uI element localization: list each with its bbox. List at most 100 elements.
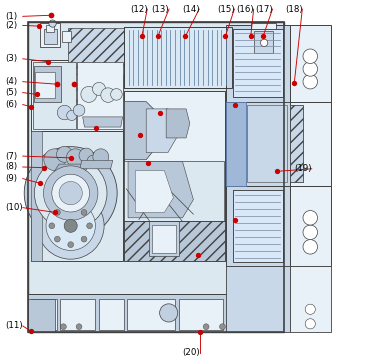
Circle shape <box>219 324 225 330</box>
Text: (18): (18) <box>285 5 303 13</box>
Text: (2): (2) <box>5 21 18 30</box>
Polygon shape <box>254 31 273 53</box>
Polygon shape <box>124 161 224 221</box>
Polygon shape <box>80 160 113 169</box>
Polygon shape <box>99 299 124 330</box>
Circle shape <box>160 304 178 322</box>
Circle shape <box>37 192 104 259</box>
Circle shape <box>303 49 318 64</box>
Circle shape <box>68 242 74 248</box>
Text: (20): (20) <box>182 348 200 357</box>
Polygon shape <box>226 25 289 102</box>
Circle shape <box>34 157 107 229</box>
Text: (19): (19) <box>294 164 312 173</box>
Circle shape <box>76 324 82 330</box>
Text: (10): (10) <box>5 203 23 212</box>
Circle shape <box>303 225 318 240</box>
Circle shape <box>66 149 84 167</box>
Circle shape <box>81 86 97 102</box>
Polygon shape <box>31 131 42 261</box>
Polygon shape <box>226 266 289 332</box>
Polygon shape <box>166 109 190 138</box>
Polygon shape <box>54 164 90 172</box>
Circle shape <box>303 240 318 254</box>
Polygon shape <box>77 62 123 129</box>
Polygon shape <box>226 102 289 186</box>
Polygon shape <box>149 221 179 256</box>
Circle shape <box>303 62 318 76</box>
Polygon shape <box>124 221 225 261</box>
Circle shape <box>24 147 117 240</box>
Polygon shape <box>31 131 123 261</box>
Polygon shape <box>124 102 161 160</box>
Polygon shape <box>233 29 283 97</box>
Polygon shape <box>289 186 331 266</box>
Polygon shape <box>233 190 283 262</box>
Text: (1): (1) <box>5 12 18 21</box>
Polygon shape <box>62 31 71 42</box>
Polygon shape <box>127 299 175 330</box>
Circle shape <box>101 88 115 102</box>
Text: (5): (5) <box>5 88 18 97</box>
Circle shape <box>52 174 89 212</box>
Polygon shape <box>35 72 55 98</box>
Polygon shape <box>135 171 173 212</box>
Polygon shape <box>226 186 289 266</box>
Circle shape <box>305 304 315 314</box>
Polygon shape <box>289 25 331 102</box>
Circle shape <box>73 105 85 116</box>
Text: (11): (11) <box>5 322 23 330</box>
Circle shape <box>49 223 55 229</box>
Circle shape <box>305 319 315 329</box>
Text: (14): (14) <box>182 5 199 13</box>
Polygon shape <box>40 23 60 47</box>
Polygon shape <box>28 299 55 332</box>
Polygon shape <box>289 102 331 186</box>
Circle shape <box>61 324 66 330</box>
Polygon shape <box>60 299 95 330</box>
Text: (17): (17) <box>255 5 273 13</box>
Circle shape <box>79 148 93 163</box>
Text: (7): (7) <box>5 152 18 160</box>
Polygon shape <box>28 22 284 332</box>
Circle shape <box>87 155 100 168</box>
Text: (4): (4) <box>5 77 18 86</box>
Circle shape <box>261 39 268 46</box>
Polygon shape <box>226 102 246 186</box>
Polygon shape <box>44 29 57 44</box>
Polygon shape <box>247 105 287 182</box>
Polygon shape <box>46 25 54 32</box>
Circle shape <box>57 105 72 120</box>
Circle shape <box>93 149 109 165</box>
Polygon shape <box>31 60 123 131</box>
Circle shape <box>68 204 74 210</box>
Circle shape <box>43 166 98 220</box>
Text: (16): (16) <box>236 5 254 13</box>
Polygon shape <box>179 299 223 330</box>
Polygon shape <box>83 117 123 127</box>
Polygon shape <box>68 28 124 74</box>
Polygon shape <box>124 91 225 221</box>
Text: (15): (15) <box>217 5 235 13</box>
Circle shape <box>57 146 73 162</box>
Polygon shape <box>146 109 181 152</box>
Circle shape <box>303 211 318 225</box>
Circle shape <box>59 182 82 205</box>
Circle shape <box>64 219 77 232</box>
Circle shape <box>111 89 122 100</box>
Circle shape <box>303 74 318 89</box>
Circle shape <box>81 209 87 215</box>
Circle shape <box>92 82 105 95</box>
Polygon shape <box>33 62 76 129</box>
Text: (6): (6) <box>5 100 18 109</box>
Text: (13): (13) <box>151 5 169 13</box>
Circle shape <box>44 149 66 171</box>
Polygon shape <box>289 266 331 332</box>
Text: (9): (9) <box>5 174 18 183</box>
Circle shape <box>54 209 60 215</box>
Circle shape <box>87 223 92 229</box>
Circle shape <box>203 324 209 330</box>
Polygon shape <box>68 88 124 109</box>
Text: (3): (3) <box>5 54 18 63</box>
Polygon shape <box>28 294 284 332</box>
